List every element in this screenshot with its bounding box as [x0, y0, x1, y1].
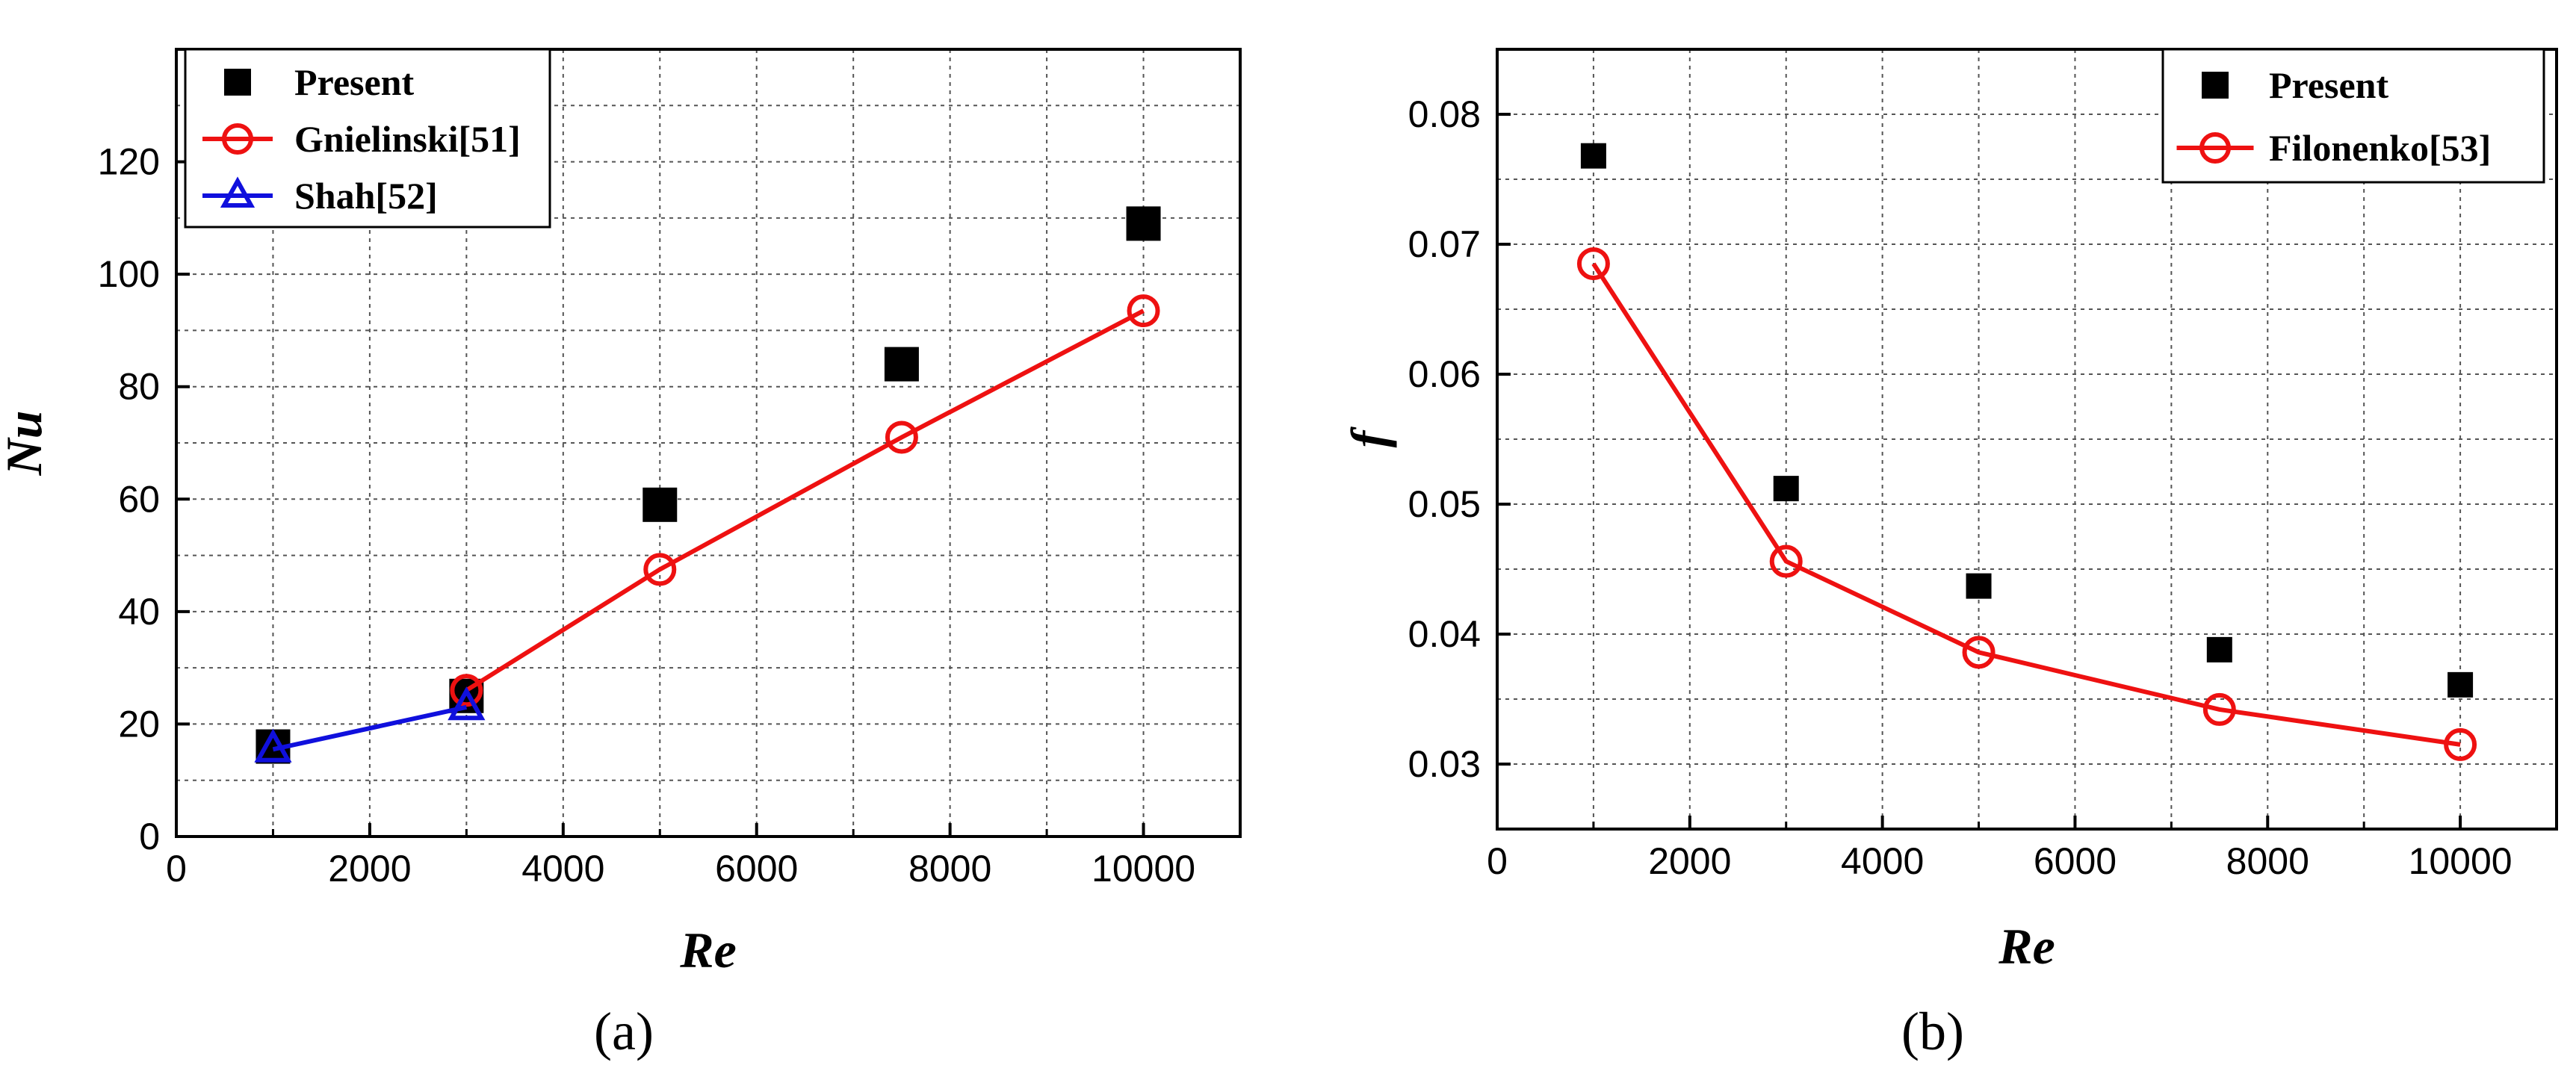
legend-marker	[224, 69, 251, 96]
y-tick-label: 40	[118, 591, 160, 633]
x-tick-label: 8000	[2226, 840, 2309, 882]
panel-label: (a)	[594, 1002, 654, 1061]
chart-panel-a: 0 2000 4000 6000 8000 10000 0 20 40 60 80 100 120 Pre…	[0, 48, 1242, 1061]
legend-label: Filonenko[53]	[2269, 127, 2491, 169]
data-point-shah-52	[448, 686, 486, 721]
x-tick-label: 0	[1487, 840, 1508, 882]
x-axis-title: Re	[1998, 918, 2055, 975]
legend-marker	[222, 123, 253, 155]
data-point-present	[1580, 143, 1606, 169]
data-point-present	[1126, 206, 1161, 241]
data-point-filonenko-53	[1769, 544, 1803, 578]
legend: Present Filonenko[53]	[2161, 48, 2545, 184]
y-axis-title: f	[1340, 426, 1397, 447]
panel-label: (b)	[1901, 1002, 1964, 1061]
chart-panel-b: 0 2000 4000 6000 8000 10000 0.03 0.04 0.05 0.06 0.…	[1340, 48, 2558, 1061]
data-point-present	[2206, 636, 2232, 662]
legend-label: Shah[52]	[294, 175, 438, 217]
x-tick-label: 10000	[2409, 840, 2512, 882]
data-point-filonenko-53	[1576, 247, 1610, 281]
y-tick-label: 20	[118, 703, 160, 745]
legend-label: Gnielinski[51]	[294, 118, 521, 160]
x-axis-title: Re	[679, 922, 737, 978]
x-tick-label: 0	[166, 848, 187, 890]
y-tick-label: 0.08	[1408, 93, 1481, 135]
plot-frame	[1496, 48, 2558, 831]
data-point-filonenko-53	[1962, 636, 1996, 669]
legend-marker	[2202, 72, 2229, 99]
data-point-gnielinski-51	[885, 420, 918, 454]
x-tick-label: 8000	[908, 848, 991, 890]
x-tick-label: 4000	[1841, 840, 1924, 882]
data-point-filonenko-53	[2444, 727, 2477, 761]
x-tick-label: 2000	[328, 848, 411, 890]
y-tick-label: 0.06	[1408, 353, 1481, 395]
x-tick-label: 4000	[521, 848, 604, 890]
x-tick-label: 6000	[2034, 840, 2117, 882]
data-point-gnielinski-51	[450, 674, 483, 707]
legend: Present Gnielinski[51] Shah[52]	[184, 48, 551, 229]
y-tick-label: 0.04	[1408, 613, 1481, 655]
data-point-filonenko-53	[2202, 692, 2236, 726]
series-line-gnielinski-51	[465, 308, 1145, 692]
data-point-present	[2447, 671, 2474, 698]
data-point-gnielinski-51	[643, 553, 677, 586]
y-tick-label: 0	[139, 816, 160, 857]
y-tick-label: 60	[118, 478, 160, 520]
legend-box	[2161, 48, 2545, 184]
x-tick-label: 6000	[715, 848, 798, 890]
y-tick-label: 80	[118, 366, 160, 408]
y-tick-label: 0.07	[1408, 223, 1481, 265]
y-tick-label: 120	[98, 141, 160, 183]
legend-label: Present	[294, 61, 414, 103]
data-point-present	[1966, 573, 1992, 599]
data-point-present	[884, 347, 919, 382]
y-tick-label: 100	[98, 253, 160, 295]
y-tick-label: 0.05	[1408, 483, 1481, 525]
legend-label: Present	[2269, 64, 2388, 106]
data-point-gnielinski-51	[1127, 294, 1160, 328]
y-axis-title: Nu	[0, 411, 52, 477]
x-tick-label: 2000	[1648, 840, 1731, 882]
series-line-shah-52	[272, 704, 468, 752]
legend-marker	[220, 176, 256, 208]
data-point-shah-52	[254, 728, 292, 763]
plot-frame	[175, 48, 1242, 838]
series-line-filonenko-53	[1591, 262, 2461, 747]
x-tick-label: 10000	[1092, 848, 1195, 890]
data-point-present	[643, 487, 678, 522]
legend-marker	[2199, 132, 2231, 164]
y-tick-label: 0.03	[1408, 743, 1481, 785]
data-point-present	[1773, 476, 1799, 502]
